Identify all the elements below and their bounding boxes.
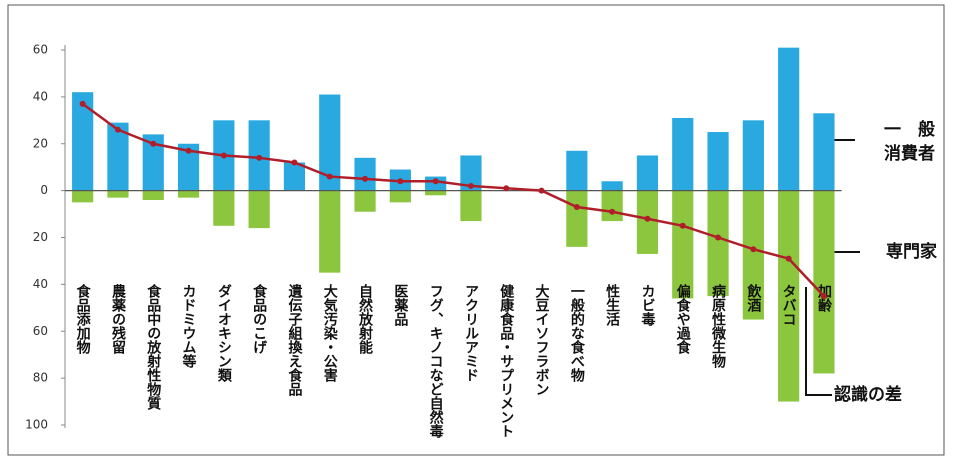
difference-marker bbox=[644, 215, 651, 222]
difference-marker bbox=[538, 187, 545, 194]
y-tick-label: 60 bbox=[33, 324, 48, 338]
expert-label: 専門家 bbox=[886, 242, 937, 262]
bar bbox=[566, 150, 588, 191]
y-tick-label: 100 bbox=[25, 418, 48, 432]
bar bbox=[778, 47, 800, 191]
bar bbox=[460, 155, 482, 191]
chart-frame bbox=[7, 4, 945, 456]
difference-marker bbox=[220, 152, 227, 159]
bar bbox=[107, 190, 129, 198]
bar bbox=[72, 190, 94, 203]
bar bbox=[142, 190, 164, 200]
bar bbox=[319, 190, 341, 273]
bar bbox=[813, 113, 835, 191]
x-tick-label: 一般的な食べ物 bbox=[569, 284, 585, 383]
y-tick-label: 0 bbox=[40, 183, 48, 197]
bar bbox=[707, 190, 729, 297]
difference-marker bbox=[679, 222, 686, 229]
x-tick-label: タバコ bbox=[781, 284, 797, 326]
x-tick-label: カビ毒 bbox=[639, 284, 655, 327]
difference-marker bbox=[362, 175, 369, 182]
bar bbox=[566, 190, 588, 247]
difference-marker bbox=[114, 126, 121, 133]
difference-label: 認識の差 bbox=[834, 385, 902, 405]
bar bbox=[354, 157, 376, 191]
y-tick-label: 40 bbox=[33, 89, 48, 103]
x-tick-label: 健康食品・サプリメント bbox=[498, 283, 514, 438]
bar bbox=[672, 117, 694, 191]
y-tick-label: 20 bbox=[33, 230, 48, 244]
y-tick-label: 20 bbox=[33, 136, 48, 150]
difference-marker bbox=[715, 234, 722, 241]
bar bbox=[636, 190, 659, 254]
bar bbox=[707, 132, 729, 191]
bar bbox=[72, 92, 94, 191]
y-tick-label: 80 bbox=[33, 371, 48, 385]
difference-marker bbox=[150, 140, 157, 147]
bar bbox=[319, 94, 341, 191]
x-tick-label: 大気汚染・公害 bbox=[322, 283, 338, 382]
x-tick-label: ダイオキシン類 bbox=[216, 283, 233, 383]
bar bbox=[177, 190, 200, 198]
difference-marker bbox=[326, 173, 333, 180]
bar bbox=[813, 190, 835, 374]
difference-marker bbox=[503, 185, 510, 192]
x-tick-label: 食品中の放射性物質 bbox=[145, 283, 162, 411]
bar bbox=[248, 190, 270, 229]
bar bbox=[107, 122, 129, 191]
bar bbox=[778, 190, 800, 402]
difference-marker bbox=[573, 204, 580, 211]
difference-marker bbox=[609, 208, 616, 215]
x-tick-label: フグ、キノコなど自然毒 bbox=[428, 284, 444, 439]
bar bbox=[389, 190, 411, 203]
difference-marker bbox=[397, 178, 404, 185]
x-tick-label: 農薬の残留 bbox=[110, 283, 126, 355]
x-tick-label: 自然放射能 bbox=[357, 283, 374, 355]
x-tick-label: 遺伝子組換え食品 bbox=[286, 283, 302, 397]
bar bbox=[142, 134, 164, 191]
difference-marker bbox=[785, 255, 792, 262]
bar bbox=[354, 190, 376, 212]
y-tick-label: 40 bbox=[33, 277, 48, 291]
bar bbox=[742, 190, 764, 320]
difference-marker bbox=[256, 154, 263, 161]
x-tick-label: 大豆イソフラボン bbox=[534, 283, 550, 396]
x-tick-label: 医薬品 bbox=[392, 284, 408, 327]
difference-marker bbox=[185, 147, 192, 154]
bar bbox=[177, 143, 200, 191]
x-tick-label: 飲酒 bbox=[745, 283, 762, 313]
y-tick-label: 60 bbox=[33, 43, 48, 57]
bar bbox=[672, 190, 694, 299]
bar bbox=[601, 181, 623, 191]
difference-marker bbox=[291, 159, 298, 166]
x-tick-label: 食品のこげ bbox=[251, 283, 267, 355]
difference-marker bbox=[467, 182, 474, 189]
difference-line bbox=[81, 102, 825, 297]
difference-marker bbox=[750, 246, 757, 253]
difference-marker bbox=[820, 293, 827, 300]
x-tick-label: 偏食や過食 bbox=[675, 283, 692, 355]
difference-marker bbox=[432, 178, 439, 185]
difference-marker bbox=[79, 100, 86, 107]
consumer-label: 一 般 消費者 bbox=[884, 120, 935, 164]
bar bbox=[425, 190, 447, 196]
bar bbox=[601, 190, 623, 222]
x-tick-label: 性生活 bbox=[604, 283, 620, 327]
bar bbox=[283, 162, 306, 191]
x-tick-label: 食品添加物 bbox=[75, 283, 92, 355]
bar bbox=[636, 155, 659, 191]
difference-pointer bbox=[805, 287, 832, 396]
bar bbox=[460, 190, 482, 222]
bar bbox=[213, 190, 235, 226]
bar bbox=[742, 120, 764, 191]
x-tick-label: アクリルアミド bbox=[463, 284, 479, 382]
x-tick-label: カドミウム等 bbox=[181, 284, 197, 369]
x-tick-label: 病原性微生物 bbox=[710, 283, 727, 369]
